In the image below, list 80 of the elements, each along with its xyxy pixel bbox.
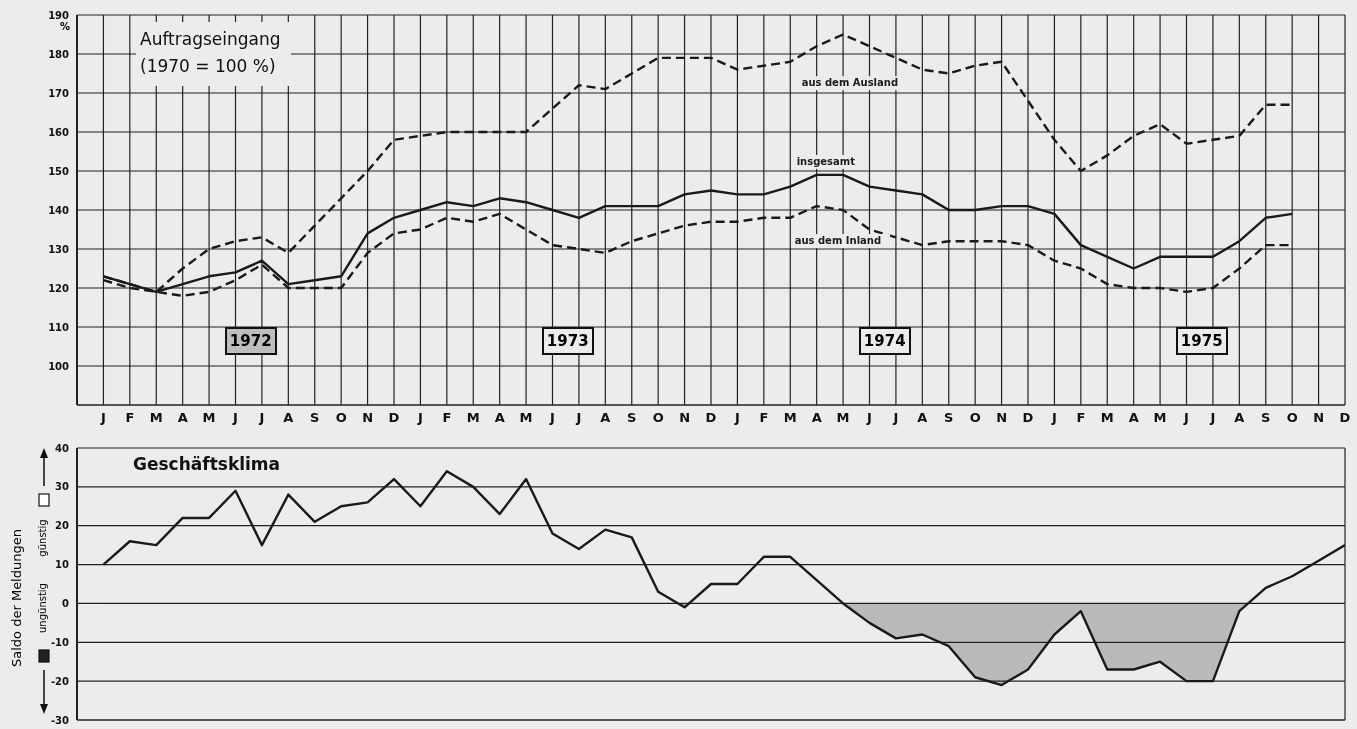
x-tick-label: J	[892, 410, 899, 426]
x-tick-label: N	[996, 410, 1008, 426]
x-tick-label: S	[627, 410, 637, 426]
x-tick-label: F	[1076, 410, 1086, 426]
x-tick-label: M	[783, 410, 797, 426]
series-label: aus dem Inland	[794, 235, 882, 247]
x-tick-label: A	[917, 410, 928, 426]
annotation: 1973	[541, 327, 594, 355]
annotation: 1972	[224, 327, 277, 355]
series-label: aus dem Ausland	[801, 77, 899, 89]
x-tick-label: D	[388, 410, 400, 426]
x-tick-label: A	[1128, 410, 1139, 426]
y-tick-label: 160	[48, 126, 70, 138]
x-tick-label: J	[1183, 410, 1189, 426]
annotation: 1975	[1175, 327, 1228, 355]
x-tick-label: S	[1261, 410, 1271, 426]
y-tick-label: 40	[55, 442, 70, 454]
text: ungünstig	[37, 582, 49, 635]
y-axis-title: Saldo der Meldungen	[9, 528, 25, 668]
x-tick-label: D	[1339, 410, 1351, 426]
x-tick-label: M	[1100, 410, 1114, 426]
x-tick-label: J	[99, 410, 106, 426]
y-tick-label: 30	[55, 481, 70, 493]
x-tick-label: J	[232, 410, 238, 426]
x-tick-label: A	[494, 410, 505, 426]
y-tick-label: 110	[48, 321, 70, 333]
y-tick-label: 180	[48, 48, 70, 60]
x-tick-label: S	[310, 410, 320, 426]
x-tick-label: D	[705, 410, 717, 426]
x-tick-label: F	[759, 410, 769, 426]
y-tick-label: 0	[62, 597, 70, 609]
text: Auftragseingang	[140, 28, 281, 51]
x-tick-label: O	[652, 410, 664, 426]
x-tick-label: M	[836, 410, 850, 426]
x-tick-label: M	[149, 410, 163, 426]
x-tick-label: A	[177, 410, 188, 426]
x-tick-label: M	[519, 410, 533, 426]
y-tick-label: -30	[50, 714, 70, 726]
y-tick-label: 150	[48, 165, 70, 177]
x-tick-label: J	[258, 410, 265, 426]
text: (1970 = 100 %)	[140, 55, 277, 78]
x-tick-label: N	[362, 410, 374, 426]
x-tick-label: A	[811, 410, 822, 426]
x-tick-label: S	[944, 410, 954, 426]
y-tick-label: -20	[50, 675, 70, 687]
x-tick-label: A	[600, 410, 611, 426]
text: günstig	[37, 518, 49, 559]
x-tick-label: J	[1209, 410, 1216, 426]
x-tick-label: F	[442, 410, 452, 426]
annotation: 1974	[858, 327, 911, 355]
x-tick-label: D	[1022, 410, 1034, 426]
x-tick-label: A	[1234, 410, 1245, 426]
x-tick-label: F	[125, 410, 135, 426]
y-tick-label: 10	[55, 559, 70, 571]
x-tick-label: O	[335, 410, 347, 426]
x-tick-label: M	[1153, 410, 1167, 426]
y-tick-label: 20	[55, 520, 70, 532]
x-tick-label: M	[466, 410, 480, 426]
y-tick-label: 120	[48, 282, 70, 294]
y-tick-label: 130	[48, 243, 70, 255]
x-tick-label: J	[866, 410, 872, 426]
series-label: insgesamt	[796, 155, 856, 167]
x-tick-label: O	[1286, 410, 1298, 426]
y-tick-label: 140	[48, 204, 70, 216]
y-tick-label: -10	[50, 636, 70, 648]
x-tick-label: A	[283, 410, 294, 426]
x-tick-label: N	[679, 410, 691, 426]
x-tick-label: J	[549, 410, 555, 426]
y-tick-label: 100	[48, 360, 70, 372]
x-tick-label: J	[1050, 410, 1057, 426]
chart-title: Geschäftsklima	[125, 452, 289, 476]
y-tick-label: 170	[48, 87, 70, 99]
y-axis-title: %	[60, 21, 71, 32]
x-tick-label: N	[1313, 410, 1325, 426]
x-tick-label: J	[575, 410, 582, 426]
x-tick-label: J	[416, 410, 423, 426]
x-tick-label: J	[733, 410, 740, 426]
x-tick-label: O	[969, 410, 981, 426]
x-tick-label: M	[202, 410, 216, 426]
y-tick-label: 190	[48, 9, 70, 21]
